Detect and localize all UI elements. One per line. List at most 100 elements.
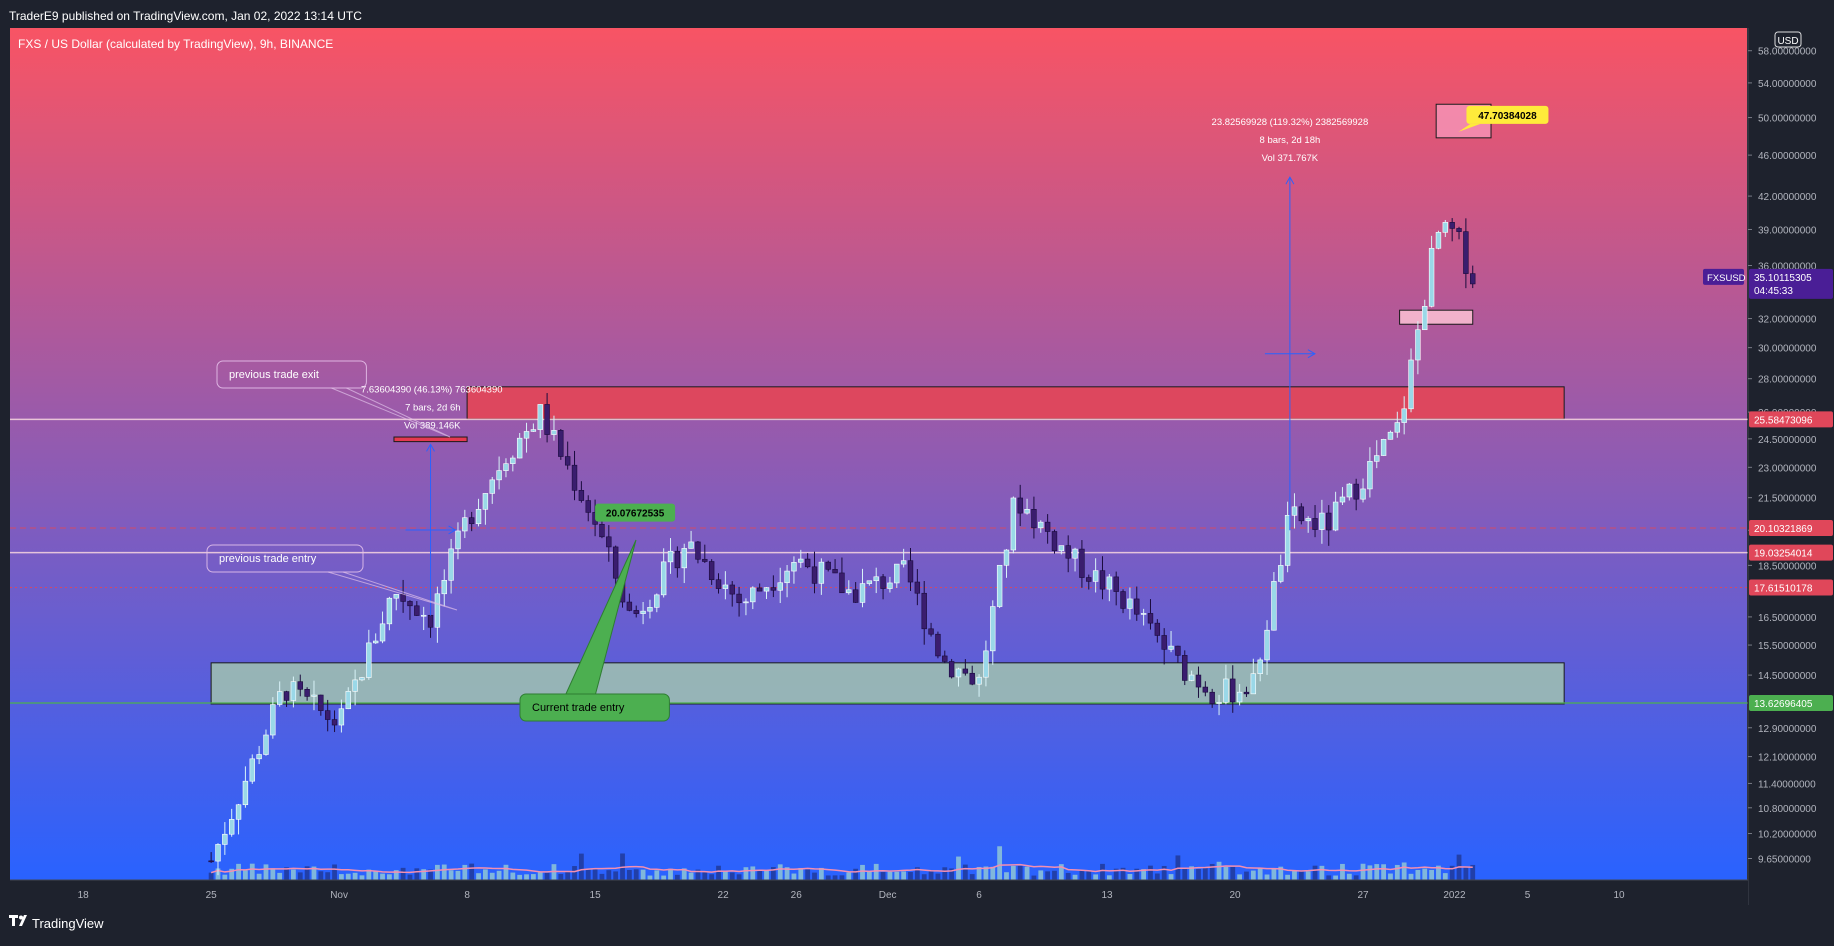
volume-bar (956, 856, 961, 880)
volume-bar (270, 868, 276, 880)
candle-body (763, 587, 770, 592)
candle-body (791, 562, 797, 572)
volume-bar (750, 866, 756, 880)
candle-body (304, 689, 310, 697)
candle-body (366, 642, 372, 678)
candle-body (1367, 461, 1373, 490)
countdown-label: 04:45:33 (1754, 286, 1793, 297)
candle-body (750, 587, 756, 603)
volume-bar (544, 872, 550, 880)
volume-bar (1100, 863, 1105, 880)
price-tick-label: 16.50000000 (1758, 613, 1817, 624)
volume-bar (1079, 870, 1085, 880)
candle-body (756, 587, 763, 592)
candle-body (222, 833, 228, 845)
volume-bar (1305, 871, 1311, 880)
candle-body (1257, 659, 1263, 675)
candle-body (331, 719, 338, 726)
volume-bar (846, 872, 852, 880)
price-tick-label: 58.00000000 (1758, 47, 1817, 58)
candle-body (880, 576, 886, 589)
time-tick-label: 8 (464, 890, 470, 901)
volume-bar (236, 863, 241, 880)
candle-body (633, 610, 639, 614)
volume-bar (914, 867, 920, 880)
volume-bar (332, 864, 337, 880)
candle-body (441, 580, 447, 595)
volume-bar (880, 872, 886, 880)
candle-body (647, 607, 653, 612)
volume-bar (1045, 871, 1051, 880)
volume-bar (1346, 873, 1352, 880)
candle-body (324, 710, 331, 720)
candle-body (420, 614, 427, 617)
volume-bar (400, 867, 406, 880)
price-tick-label: 12.10000000 (1758, 753, 1817, 764)
publish-line: TraderE9 published on TradingView.com, J… (9, 9, 362, 23)
candle-body (290, 681, 297, 701)
volume-bar (1113, 868, 1119, 880)
currency-badge[interactable]: USD (1774, 31, 1802, 48)
candle-body (510, 457, 516, 464)
volume-bar (366, 869, 372, 880)
price-label-text: 20.07672535 (606, 509, 665, 520)
time-tick-label: 5 (1525, 890, 1531, 901)
candle-body (345, 691, 351, 710)
volume-bar (935, 873, 941, 880)
volume-bar (1353, 875, 1359, 880)
candle-body (688, 541, 694, 549)
volume-bar (702, 871, 708, 880)
volume-bar (1216, 861, 1222, 880)
price-levels (10, 418, 1748, 704)
candle-body (887, 582, 893, 589)
volume-bar (537, 872, 543, 880)
volume-bar (1244, 871, 1249, 880)
volume-ma-line (210, 863, 1473, 874)
volume-bar (1340, 863, 1345, 880)
price-level-tag (1749, 579, 1833, 596)
volume-bar (647, 875, 653, 880)
volume-bar (1168, 874, 1174, 880)
candle-body (427, 614, 434, 628)
chart-title: FXS / US Dollar (calculated by TradingVi… (18, 37, 333, 51)
candle-body (811, 566, 818, 584)
candle-body (475, 509, 482, 525)
candle-body (1010, 497, 1017, 551)
volume-bar (592, 869, 598, 880)
candle-body (256, 754, 262, 760)
time-tick-label: 6 (976, 890, 982, 901)
candle-body (1168, 645, 1174, 650)
candle-body (249, 758, 255, 782)
volume-bar (1127, 873, 1133, 880)
candle-body (1161, 635, 1167, 650)
candle-body (1291, 506, 1298, 516)
candle-body (1079, 548, 1085, 578)
candle-body (530, 429, 537, 432)
volume-bar (482, 869, 488, 880)
candle-body (1380, 439, 1387, 456)
candle-body (1140, 613, 1147, 615)
candles (208, 218, 1476, 876)
volume-bar (393, 870, 399, 880)
volume-bar (1058, 864, 1064, 880)
price-label-text: 47.70384028 (1478, 111, 1537, 122)
candle-body (1223, 678, 1229, 703)
candle-body (722, 584, 729, 589)
volume-bar (578, 853, 584, 880)
candle-body (1442, 222, 1449, 233)
candle-body (1065, 545, 1071, 559)
measure-text-2: 8 bars, 2d 18h (1260, 135, 1321, 146)
zone-exit (393, 436, 468, 443)
candle-body (1271, 581, 1277, 631)
volume-bar (942, 867, 948, 880)
candle-body (606, 536, 612, 548)
price-tick-label: 12.90000000 (1758, 724, 1817, 735)
volume-bar (1463, 866, 1469, 880)
candle-body (1415, 329, 1421, 361)
volume-bar (921, 874, 927, 880)
volume-bar (496, 870, 502, 880)
volume-bar (1010, 865, 1016, 880)
volume-bar (1148, 865, 1153, 880)
volume-bar (229, 868, 235, 880)
candle-body (1154, 622, 1161, 636)
